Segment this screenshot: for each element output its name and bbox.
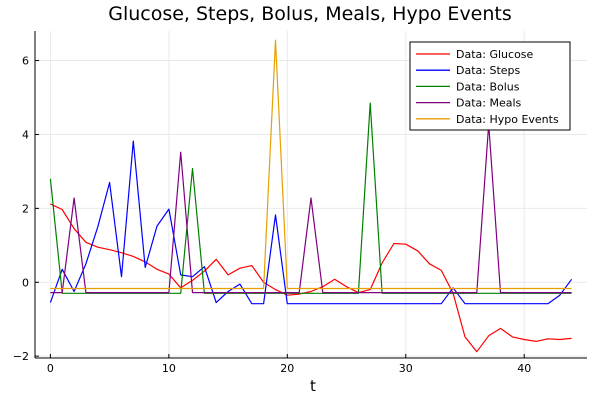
tick-labels: 0 10 20 30 40 −2 0 2 4 6 [13, 55, 531, 375]
legend-entry: Data: Steps [456, 64, 521, 77]
y-tick-label: −2 [13, 350, 29, 363]
axes [34, 31, 587, 359]
series-line-steps [49, 140, 573, 305]
x-tick-label: 10 [162, 362, 176, 375]
legend: Data: Glucose Data: Steps Data: Bolus Data:… [409, 41, 571, 131]
series-line-bolus [49, 102, 572, 294]
series-lines [49, 39, 573, 353]
x-tick-label: 30 [399, 362, 413, 375]
series-line-glucose [50, 203, 572, 353]
x-tick-label: 40 [517, 362, 531, 375]
series-line-hypo-events [50, 39, 572, 290]
x-axis-label: t [310, 377, 316, 395]
y-tick-label: 4 [22, 128, 29, 141]
legend-entry: Data: Bolus [456, 80, 520, 93]
x-tick-label: 20 [280, 362, 294, 375]
legend-entry: Data: Meals [456, 97, 522, 110]
chart-title: Glucose, Steps, Bolus, Meals, Hypo Event… [108, 3, 512, 25]
series-line-meals [50, 123, 572, 294]
y-tick-label: 6 [22, 55, 29, 68]
legend-entry: Data: Glucose [456, 48, 534, 61]
x-tick-label: 0 [47, 362, 54, 375]
y-tick-label: 0 [22, 276, 29, 289]
legend-entry: Data: Hypo Events [456, 113, 559, 126]
y-tick-label: 2 [22, 202, 29, 215]
